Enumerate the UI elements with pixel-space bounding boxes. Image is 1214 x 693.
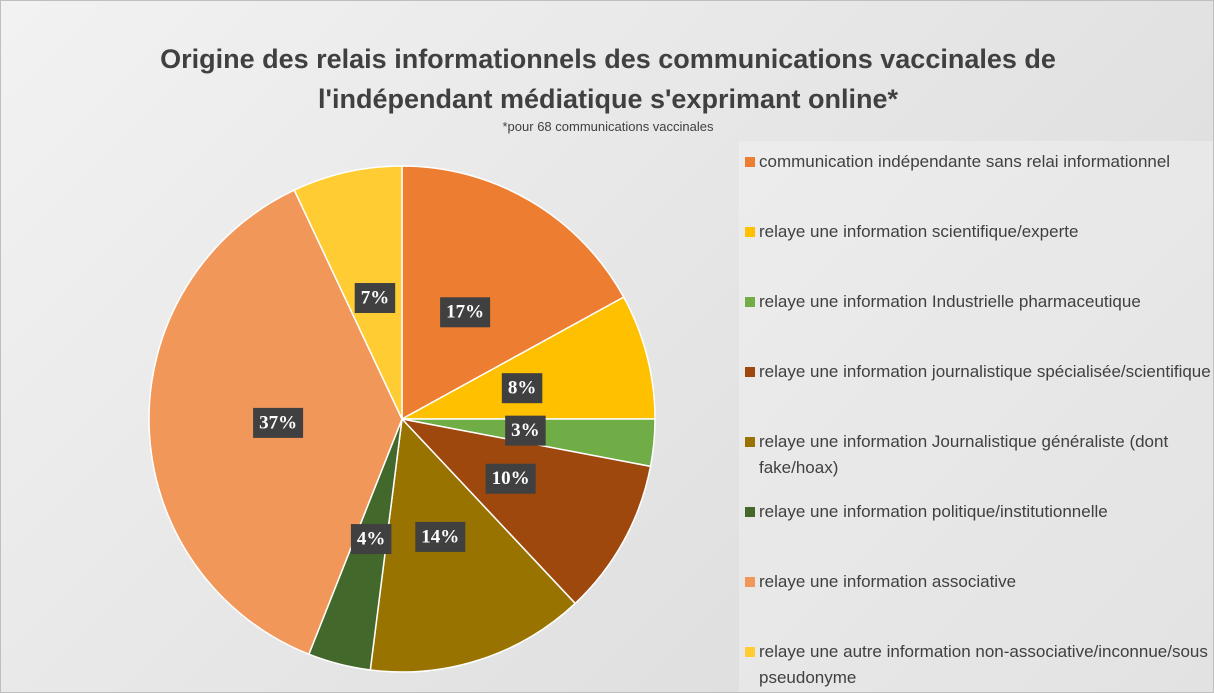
data-label-box	[485, 463, 536, 494]
pie-slice	[293, 165, 403, 420]
chart-subtitle: *pour 68 communications vaccinales	[502, 119, 714, 134]
data-label-box	[415, 521, 466, 552]
data-label-box	[505, 415, 546, 446]
legend-swatch	[745, 437, 755, 447]
pie-slice	[369, 417, 577, 673]
data-label-text: 10%	[492, 468, 530, 489]
legend-item: communication indépendante sans relai in…	[745, 149, 1213, 175]
data-label-text: 17%	[446, 302, 484, 323]
legend-swatch	[745, 367, 755, 377]
data-label-box	[440, 297, 491, 328]
legend-label: relaye une information associative	[759, 572, 1017, 591]
legend-label: communication indépendante sans relai in…	[759, 152, 1171, 171]
legend-swatch	[745, 507, 755, 517]
legend: communication indépendante sans relai in…	[739, 141, 1213, 692]
legend-swatch	[745, 157, 755, 167]
legend-label: relaye une information scientifique/expe…	[759, 222, 1079, 241]
data-label-text: 37%	[259, 412, 297, 433]
data-label-text: 8%	[508, 378, 537, 399]
data-label-text: 4%	[357, 528, 386, 549]
legend-label: relaye une information journalistique sp…	[759, 362, 1211, 381]
pie-slice	[401, 165, 625, 421]
legend-label: relaye une information Industrielle phar…	[759, 292, 1141, 311]
data-label-text: 3%	[511, 420, 540, 441]
legend-swatch	[745, 577, 755, 587]
legend-swatch	[745, 647, 755, 657]
legend-item: relaye une information journalistique sp…	[745, 359, 1213, 385]
legend-swatch	[745, 297, 755, 307]
data-label: 37%	[253, 407, 304, 438]
data-label: 14%	[415, 521, 466, 552]
legend-label: relaye une autre information non-associa…	[759, 642, 1208, 687]
data-label-text: 14%	[421, 526, 459, 547]
legend-item: relaye une information Industrielle phar…	[745, 289, 1213, 315]
legend-item: relaye une information associative	[745, 569, 1213, 595]
legend-label: relaye une information Journalistique gé…	[759, 432, 1169, 477]
legend-item: relaye une autre information non-associa…	[745, 639, 1213, 691]
pie-slice	[401, 296, 656, 420]
data-label-box	[253, 407, 304, 438]
legend-swatch	[745, 227, 755, 237]
data-label: 7%	[354, 283, 396, 314]
data-label-box	[354, 283, 396, 314]
chart-title: Origine des relais informationnels des c…	[160, 44, 1056, 114]
data-label: 4%	[350, 524, 392, 555]
legend-item: relaye une information scientifique/expe…	[745, 219, 1213, 245]
legend-item: relaye une information Journalistique gé…	[745, 429, 1213, 481]
legend-label: relaye une information politique/institu…	[759, 502, 1108, 521]
data-label: 17%	[440, 297, 491, 328]
data-label: 10%	[485, 463, 536, 494]
data-label: 3%	[505, 415, 546, 446]
data-label-text: 7%	[361, 287, 390, 308]
pie-slice	[399, 417, 652, 605]
data-label-box	[501, 373, 543, 404]
data-label-box	[350, 524, 392, 555]
data-label: 8%	[501, 373, 543, 404]
legend-item: relaye une information politique/institu…	[745, 499, 1213, 525]
